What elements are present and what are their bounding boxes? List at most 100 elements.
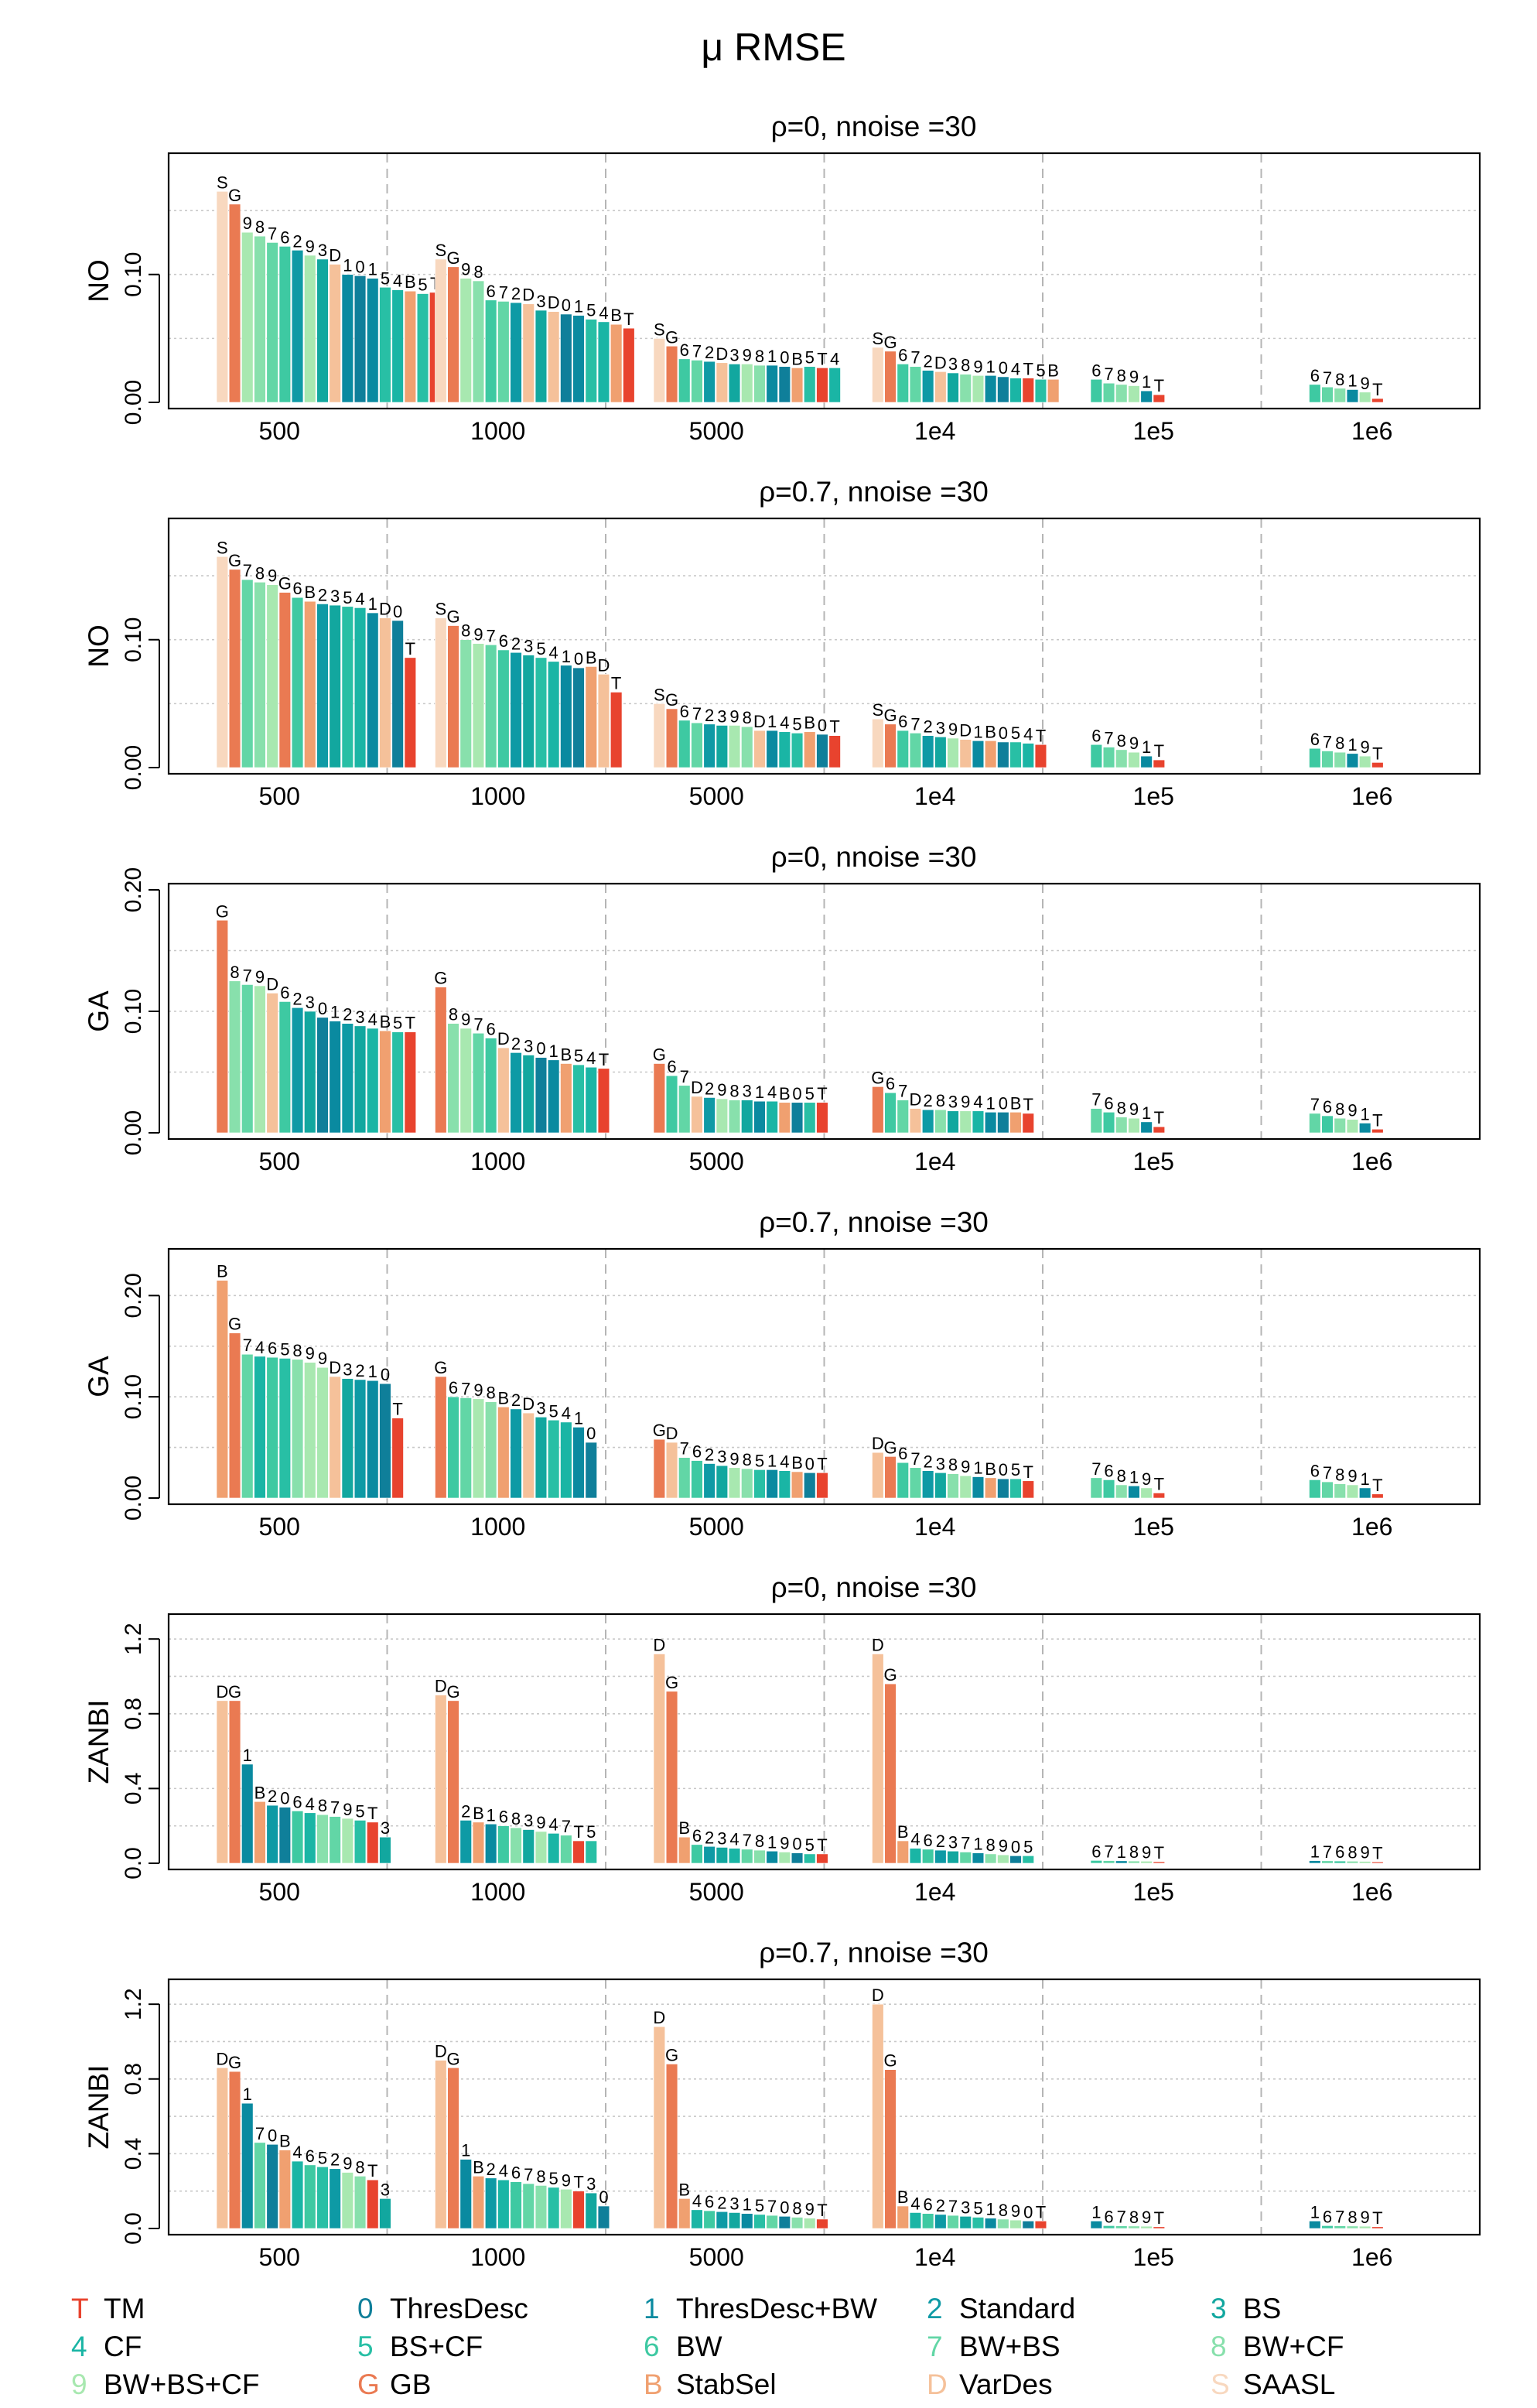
bar-2 bbox=[922, 1109, 934, 1134]
bar-B bbox=[404, 290, 416, 403]
bar-T bbox=[367, 1821, 379, 1864]
bar-label: 4 bbox=[355, 589, 364, 608]
bar-4 bbox=[1022, 743, 1034, 768]
bar-D bbox=[691, 1096, 703, 1134]
bar-label: T bbox=[1023, 1095, 1033, 1114]
bar-label: 9 bbox=[1129, 1100, 1139, 1119]
bar-8 bbox=[1334, 751, 1346, 768]
bar-1 bbox=[1140, 755, 1153, 768]
bar-label: 2 bbox=[511, 1390, 521, 1410]
legend-label: StabSel bbox=[676, 2369, 777, 2400]
bar-6 bbox=[678, 358, 691, 403]
legend-symbol: 4 bbox=[71, 2331, 87, 2362]
bar-label: 4 bbox=[780, 1452, 789, 1472]
bar-4 bbox=[367, 1028, 379, 1134]
bar-2 bbox=[291, 1007, 304, 1134]
bar-8 bbox=[447, 1023, 459, 1134]
bar-3 bbox=[716, 1465, 728, 1499]
bar-label: 9 bbox=[268, 566, 277, 586]
legend-symbol: 0 bbox=[357, 2293, 374, 2324]
bar-label: 5 bbox=[805, 1835, 815, 1855]
bar-label: B bbox=[473, 2157, 484, 2177]
bar-label: 1 bbox=[986, 1093, 996, 1113]
bar-7 bbox=[897, 1100, 909, 1134]
bar-8 bbox=[254, 235, 266, 403]
legend-item: T TM bbox=[71, 2293, 145, 2325]
bar-label: 9 bbox=[1347, 1466, 1357, 1486]
bar-D bbox=[959, 739, 972, 768]
bar-label: 2 bbox=[511, 1034, 521, 1053]
bar-2 bbox=[510, 1052, 522, 1134]
bar-2 bbox=[922, 1470, 934, 1499]
bar-5 bbox=[341, 606, 354, 768]
bar-label: 2 bbox=[705, 343, 714, 362]
bar-S bbox=[435, 617, 447, 768]
bar-label: 8 bbox=[1347, 2208, 1357, 2227]
bar-label: 1 bbox=[1310, 1842, 1320, 1862]
bar-label: 0 bbox=[599, 2187, 608, 2207]
bar-label: 0 bbox=[355, 257, 364, 276]
bar-label: 5 bbox=[792, 714, 801, 734]
bar-0 bbox=[997, 741, 1009, 768]
bar-label: T bbox=[1036, 0, 1046, 4]
legend-item: 3 BS bbox=[1211, 2293, 1281, 2325]
bar-0 bbox=[997, 1478, 1009, 1499]
bar-label: 9 bbox=[1142, 2208, 1151, 2227]
bar-label: 9 bbox=[961, 1093, 970, 1112]
bar-label: 6 bbox=[924, 2195, 933, 2215]
bar-label: 1 bbox=[755, 1083, 764, 1102]
bar-label: 6 bbox=[924, 1831, 933, 1850]
bar-label: 8 bbox=[1335, 1100, 1344, 1119]
bar-label: G bbox=[228, 2053, 241, 2072]
bar-0 bbox=[791, 1102, 804, 1134]
bar-T bbox=[1153, 1126, 1165, 1134]
x-tick-label: 1000 bbox=[470, 1878, 525, 1906]
bar-label: 8 bbox=[755, 347, 764, 366]
bar-label: 6 bbox=[487, 282, 496, 301]
bar-label: 2 bbox=[705, 1828, 714, 1847]
bar-label: 7 bbox=[1104, 729, 1113, 748]
bar-4 bbox=[391, 289, 404, 403]
bar-T bbox=[816, 2218, 828, 2229]
bar-label: 2 bbox=[936, 1832, 945, 1851]
bar-9 bbox=[1009, 2219, 1022, 2229]
bar-1 bbox=[753, 1100, 766, 1134]
bar-7 bbox=[1309, 1113, 1321, 1134]
bar-7 bbox=[909, 1467, 922, 1499]
bar-2 bbox=[316, 604, 329, 768]
bar-label: 9 bbox=[717, 1080, 726, 1100]
bar-label: 6 bbox=[306, 2146, 315, 2166]
bar-label: 0 bbox=[780, 2198, 789, 2217]
bar-1 bbox=[572, 1427, 585, 1499]
bar-label: T bbox=[1023, 1462, 1033, 1482]
bar-B bbox=[254, 1801, 266, 1864]
bar-8 bbox=[934, 1109, 947, 1134]
bar-label: 8 bbox=[792, 2199, 801, 2218]
bar-1 bbox=[367, 278, 379, 403]
bar-label: 3 bbox=[381, 1818, 390, 1838]
bar-label: 7 bbox=[692, 704, 702, 723]
bar-label: T bbox=[817, 349, 827, 368]
bar-8 bbox=[997, 2218, 1009, 2229]
y-tick-label: 0.00 bbox=[121, 1476, 146, 1520]
bar-label: T bbox=[573, 2173, 583, 2192]
bar-7 bbox=[1321, 386, 1334, 403]
bar-8 bbox=[228, 980, 241, 1134]
bar-label: 1 bbox=[986, 2200, 996, 2219]
bar-label: D bbox=[497, 1029, 510, 1048]
bar-label: 8 bbox=[511, 1809, 521, 1828]
bar-label: D bbox=[216, 2049, 228, 2068]
bar-7 bbox=[1321, 1860, 1334, 1864]
legend-item: G GB bbox=[357, 2369, 431, 2401]
bar-label: 7 bbox=[1091, 1090, 1101, 1110]
bar-label: 9 bbox=[562, 2170, 571, 2190]
bar-label: 8 bbox=[743, 1450, 752, 1469]
bar-6 bbox=[691, 1844, 703, 1864]
legend-symbol: G bbox=[357, 2369, 380, 2400]
bar-4 bbox=[691, 2209, 703, 2229]
legend-symbol: 2 bbox=[927, 2293, 943, 2324]
bar-label: 9 bbox=[461, 260, 470, 279]
bar-D bbox=[872, 2003, 884, 2229]
bar-label: 4 bbox=[973, 1093, 982, 1112]
bar-label: 0 bbox=[999, 1093, 1008, 1113]
